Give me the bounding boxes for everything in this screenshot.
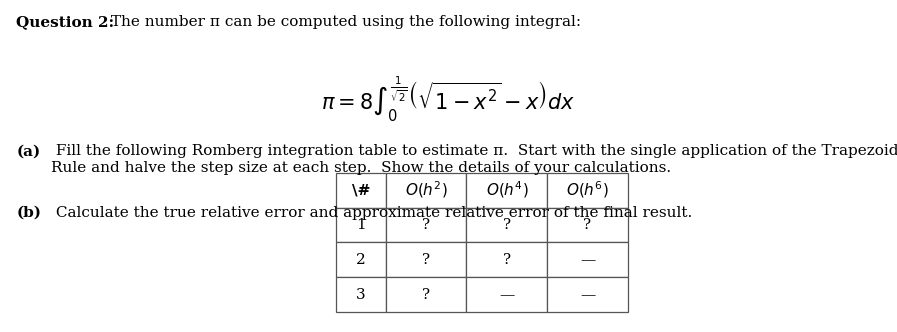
Text: $O(h^2)$: $O(h^2)$ bbox=[405, 180, 448, 201]
Bar bbox=[336, 277, 386, 312]
Text: Fill the following Romberg integration table to estimate π.  Start with the sing: Fill the following Romberg integration t… bbox=[51, 144, 897, 175]
Text: ?: ? bbox=[422, 288, 431, 302]
Bar bbox=[336, 208, 386, 242]
Text: ?: ? bbox=[583, 218, 592, 232]
Bar bbox=[466, 208, 547, 242]
Text: —: — bbox=[579, 288, 596, 302]
Text: 3: 3 bbox=[356, 288, 366, 302]
Text: \#: \# bbox=[352, 183, 370, 197]
Bar bbox=[547, 173, 628, 208]
Bar bbox=[547, 208, 628, 242]
Text: —: — bbox=[499, 288, 515, 302]
Text: (b): (b) bbox=[16, 206, 41, 220]
Text: ?: ? bbox=[502, 253, 511, 267]
Text: 2: 2 bbox=[356, 253, 366, 267]
Bar bbox=[386, 208, 466, 242]
Text: Calculate the true relative error and approximate relative error of the final re: Calculate the true relative error and ap… bbox=[51, 206, 692, 220]
Text: ?: ? bbox=[502, 218, 511, 232]
Bar bbox=[466, 242, 547, 277]
Bar bbox=[547, 277, 628, 312]
Bar bbox=[547, 242, 628, 277]
Text: ?: ? bbox=[422, 218, 431, 232]
Bar bbox=[466, 277, 547, 312]
Bar bbox=[336, 173, 386, 208]
Text: Question 2:: Question 2: bbox=[16, 15, 114, 29]
Bar bbox=[336, 242, 386, 277]
Text: $O(h^6)$: $O(h^6)$ bbox=[566, 180, 609, 201]
Text: $\pi = 8\int_{0}^{\frac{1}{\sqrt{2}}} \left(\sqrt{1 - x^2} - x\right)dx$: $\pi = 8\int_{0}^{\frac{1}{\sqrt{2}}} \l… bbox=[321, 75, 576, 124]
Text: The number π can be computed using the following integral:: The number π can be computed using the f… bbox=[106, 15, 581, 29]
Bar bbox=[466, 173, 547, 208]
Text: (a): (a) bbox=[16, 144, 40, 158]
Bar bbox=[386, 173, 466, 208]
Text: —: — bbox=[579, 253, 596, 267]
Bar bbox=[386, 242, 466, 277]
Bar bbox=[386, 277, 466, 312]
Text: 1: 1 bbox=[356, 218, 366, 232]
Text: $O(h^4)$: $O(h^4)$ bbox=[485, 180, 528, 201]
Text: ?: ? bbox=[422, 253, 431, 267]
